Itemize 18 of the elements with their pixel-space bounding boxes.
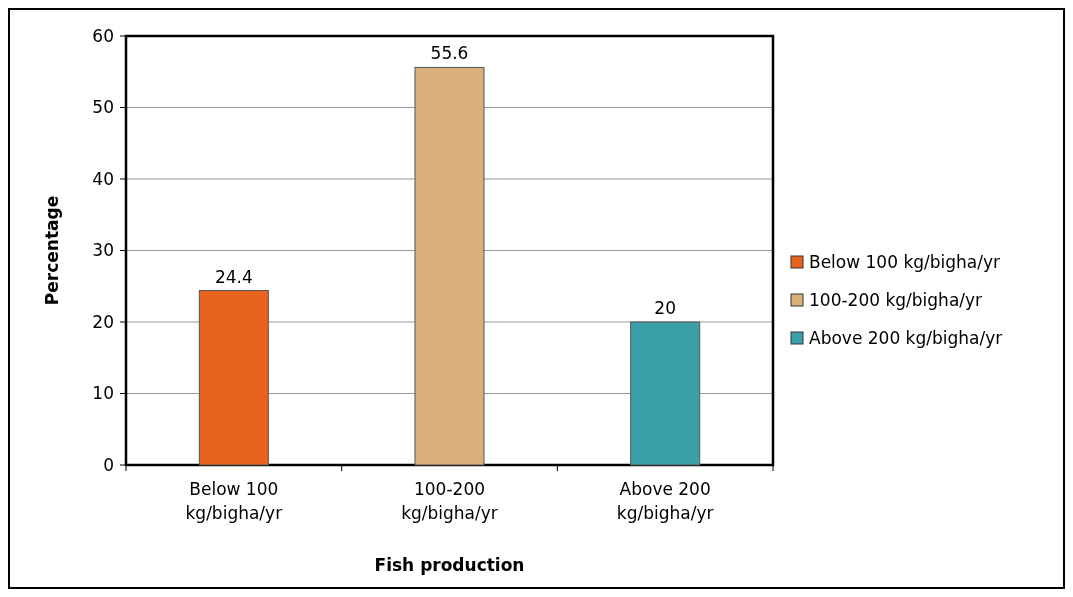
legend-label: Below 100 kg/bigha/yr xyxy=(809,251,1001,272)
x-tick-label: Above 200 kg/bigha/yr xyxy=(616,479,714,523)
y-tick-label: 20 xyxy=(92,311,114,332)
y-tick-label: 40 xyxy=(92,168,114,189)
y-axis-title: Percentage xyxy=(42,195,62,306)
y-tick-label: 0 xyxy=(103,454,114,475)
data-label: 24.4 xyxy=(214,266,253,287)
y-tick-label: 60 xyxy=(92,25,114,46)
data-label: 55.6 xyxy=(430,43,469,64)
x-axis-title: Fish production xyxy=(374,555,525,575)
legend-label: 100-200 kg/bigha/yr xyxy=(809,289,983,310)
y-tick-label: 30 xyxy=(92,240,114,261)
y-tick-label: 50 xyxy=(92,97,114,118)
y-tick-label: 10 xyxy=(92,383,114,404)
data-label: 20 xyxy=(654,298,676,318)
x-tick-label: Below 100 kg/bigha/yr xyxy=(185,479,283,523)
legend-label: Above 200 kg/bigha/yr xyxy=(809,327,1003,348)
x-tick-label: 100-200 kg/bigha/yr xyxy=(401,479,498,523)
